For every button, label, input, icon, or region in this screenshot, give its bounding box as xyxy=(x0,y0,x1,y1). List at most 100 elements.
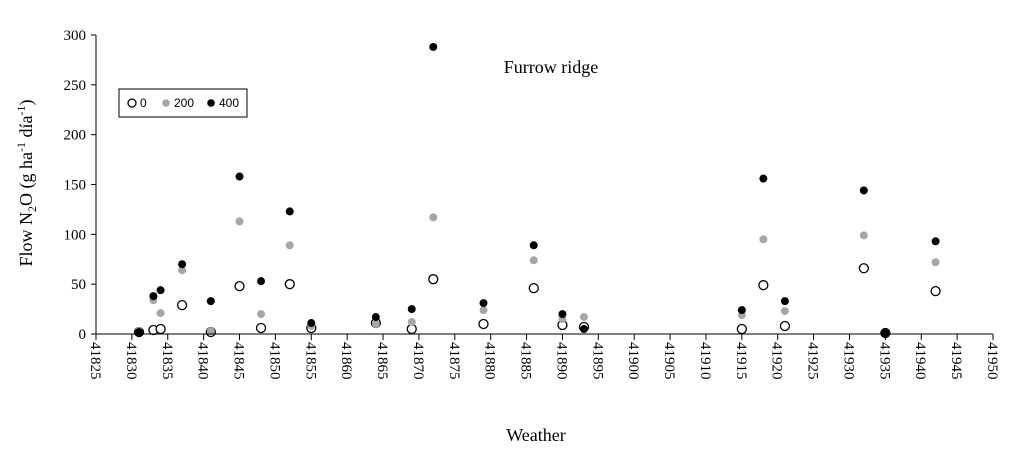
x-tick-label: 41895 xyxy=(589,342,605,380)
data-point xyxy=(429,42,438,51)
x-tick-label: 41890 xyxy=(553,342,569,380)
data-point xyxy=(780,307,789,316)
y-title-sup: -1 xyxy=(14,106,28,116)
x-tick-label: 41945 xyxy=(948,342,964,380)
x-tick-label: 41915 xyxy=(733,342,749,380)
x-tick-label: 41885 xyxy=(518,342,534,380)
y-tick-label: 150 xyxy=(64,178,87,194)
x-tick-label: 41830 xyxy=(123,342,139,380)
x-tick-label: 41845 xyxy=(231,342,247,380)
x-tick-label: 41905 xyxy=(661,342,677,380)
data-point xyxy=(558,310,567,319)
data-point xyxy=(931,258,940,267)
x-tick-label: 41850 xyxy=(266,342,282,380)
data-point xyxy=(178,266,187,275)
data-point xyxy=(736,323,747,335)
data-point xyxy=(759,235,768,244)
data-point xyxy=(478,318,489,330)
data-point xyxy=(257,277,266,286)
data-point xyxy=(859,186,868,195)
data-point xyxy=(528,283,539,294)
y-tick-label: 300 xyxy=(64,28,87,44)
series-400 xyxy=(135,42,940,338)
data-point xyxy=(881,329,890,338)
legend-box xyxy=(118,88,248,118)
y-title-sub: 2 xyxy=(25,206,39,212)
data-point xyxy=(135,328,144,337)
series-0 xyxy=(133,263,941,339)
y-title-part: ) xyxy=(16,100,37,106)
y-tick-label: 250 xyxy=(64,78,87,94)
data-point xyxy=(529,256,538,265)
legend-label: 0 xyxy=(140,96,147,110)
data-point xyxy=(285,241,294,250)
data-point xyxy=(737,306,746,315)
data-point xyxy=(931,237,940,246)
y-title-part: Flow N xyxy=(16,212,36,267)
data-point xyxy=(429,213,438,222)
y-tick-label: 50 xyxy=(71,277,86,293)
data-point xyxy=(176,299,188,311)
data-point xyxy=(780,297,789,306)
x-tick-label: 41930 xyxy=(840,342,856,380)
data-point xyxy=(156,286,165,295)
x-tick-label: 41950 xyxy=(984,342,1000,380)
x-tick-label: 41935 xyxy=(876,342,892,380)
y-title-sup: -1 xyxy=(14,142,28,152)
y-tick-label: 200 xyxy=(64,128,87,144)
data-point xyxy=(255,322,267,334)
plot-area xyxy=(133,42,941,339)
data-point xyxy=(155,323,166,335)
legend-label: 200 xyxy=(174,96,194,110)
data-point xyxy=(479,306,488,315)
data-point xyxy=(234,281,245,292)
data-point xyxy=(235,172,244,181)
x-tick-label: 41875 xyxy=(446,342,462,380)
data-point xyxy=(307,319,316,328)
x-tick-label: 41835 xyxy=(159,342,175,380)
data-point xyxy=(930,285,941,297)
series-200 xyxy=(135,213,940,338)
data-point xyxy=(371,320,380,329)
data-point xyxy=(371,313,380,322)
x-tick-label: 41860 xyxy=(338,342,354,380)
x-tick-label: 41840 xyxy=(195,342,211,380)
y-title-part: O (g ha xyxy=(16,152,37,206)
data-point xyxy=(156,309,165,318)
x-tick-label: 41870 xyxy=(410,342,426,380)
x-tick-label: 41855 xyxy=(302,342,318,380)
x-tick-label: 41940 xyxy=(912,342,928,380)
data-point xyxy=(579,313,588,322)
x-tick-label: 41920 xyxy=(769,342,785,380)
y-tick-label: 100 xyxy=(64,227,87,243)
y-title-part: día xyxy=(16,115,36,142)
data-point xyxy=(859,231,868,240)
axes: 0 50 100 150 200 250 300 41825 41830 41835 41840 41… xyxy=(64,28,1001,380)
x-tick-label: 41825 xyxy=(87,342,103,380)
data-point xyxy=(407,318,416,327)
legend: 0 200 400 xyxy=(118,88,248,118)
x-tick-label: 41910 xyxy=(697,342,713,380)
x-tick-label: 41900 xyxy=(625,342,641,380)
x-tick-label: 41880 xyxy=(482,342,498,380)
data-point xyxy=(579,325,588,334)
y-axis-title: Flow N2O (g ha-1 día-1) xyxy=(14,100,39,267)
data-point xyxy=(479,299,488,308)
y-tick-label: 0 xyxy=(79,327,87,343)
data-point xyxy=(758,280,769,291)
data-point xyxy=(206,297,215,306)
data-point xyxy=(149,292,158,301)
chart-title: Furrow ridge xyxy=(504,57,598,77)
data-point xyxy=(206,327,215,336)
data-point xyxy=(178,260,187,269)
data-point xyxy=(529,241,538,250)
data-point xyxy=(235,217,244,226)
x-tick-label: 41865 xyxy=(374,342,390,380)
data-point xyxy=(779,320,791,332)
data-point xyxy=(284,279,295,290)
data-point xyxy=(285,207,294,216)
data-point xyxy=(428,274,439,285)
data-point xyxy=(407,305,416,314)
data-point xyxy=(858,263,869,274)
